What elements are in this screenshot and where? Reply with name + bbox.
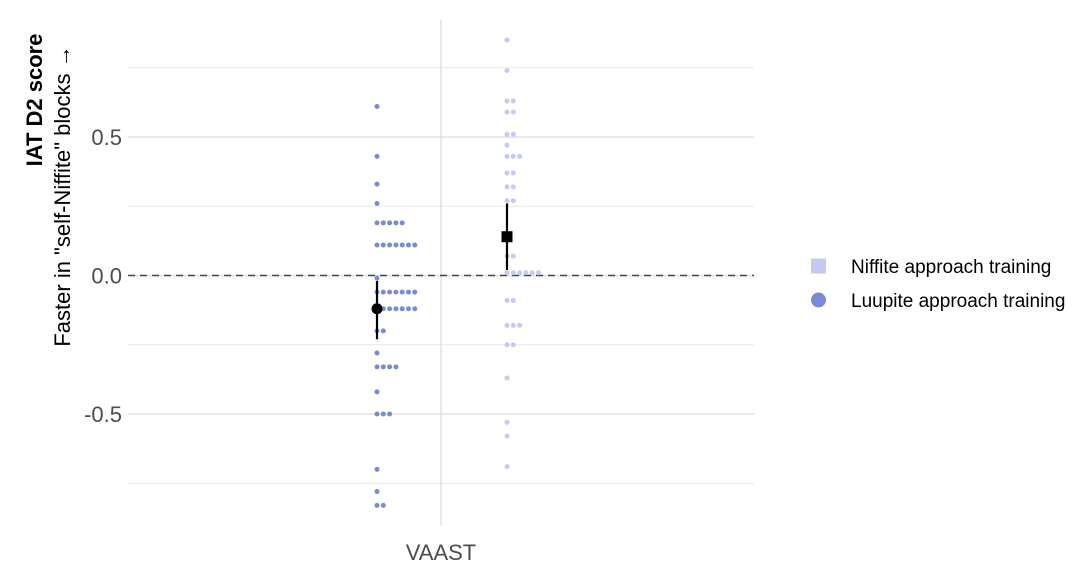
- luupite-dot: [380, 242, 386, 248]
- luupite-dot: [393, 364, 399, 370]
- luupite-dot: [387, 289, 393, 295]
- niffite-dot: [510, 270, 516, 276]
- y-tick-label: 0.0: [91, 264, 122, 289]
- luupite-dot: [406, 306, 411, 312]
- niffite-dot: [504, 433, 510, 439]
- niffite-mean-marker: [501, 231, 513, 243]
- luupite-dot: [374, 489, 380, 495]
- niffite-dot: [504, 153, 510, 159]
- luupite-dot: [406, 242, 411, 248]
- data-dots: [374, 37, 541, 508]
- luupite-dot: [393, 242, 399, 248]
- luupite-mean-marker: [371, 303, 383, 315]
- y-axis-title: IAT D2 score: [22, 34, 47, 167]
- niffite-dot: [504, 342, 510, 348]
- luupite-dot: [374, 350, 380, 356]
- luupite-dot: [412, 242, 418, 248]
- luupite-dot: [374, 364, 380, 370]
- niffite-dot: [529, 270, 535, 276]
- niffite-dot: [504, 184, 510, 190]
- luupite-dot: [412, 306, 418, 312]
- legend-label: Luupite approach training: [851, 291, 1065, 312]
- luupite-dot: [406, 289, 411, 295]
- niffite-dot: [510, 184, 516, 190]
- luupite-dot: [399, 289, 405, 295]
- luupite-dot: [374, 220, 380, 226]
- y-axis-label: IAT D2 score Faster in "self-Niffite" bl…: [22, 34, 75, 347]
- niffite-dot: [510, 342, 516, 348]
- niffite-dot: [510, 98, 516, 104]
- luupite-dot: [393, 289, 399, 295]
- y-axis-subtitle: Faster in "self-Niffite" blocks →: [50, 45, 75, 346]
- luupite-dot: [374, 466, 380, 472]
- luupite-dot: [380, 328, 386, 334]
- niffite-dot: [517, 153, 523, 159]
- luupite-dot: [380, 289, 386, 295]
- summary-points: [371, 203, 513, 340]
- niffite-dot: [504, 419, 510, 425]
- luupite-dot: [374, 502, 380, 508]
- luupite-dot: [393, 220, 399, 226]
- niffite-dot: [504, 464, 510, 470]
- niffite-dot: [504, 37, 510, 43]
- niffite-dot: [504, 375, 510, 381]
- luupite-dot: [380, 220, 386, 226]
- luupite-dot: [374, 242, 380, 248]
- niffite-dot: [504, 68, 510, 74]
- niffite-dot: [504, 109, 510, 115]
- luupite-dot: [387, 306, 393, 312]
- y-axis-ticks: 0.5 0.0 -0.5: [84, 125, 122, 427]
- y-tick-label: 0.5: [91, 125, 122, 150]
- niffite-dot: [504, 131, 510, 137]
- niffite-dot: [510, 153, 516, 159]
- niffite-dot: [504, 322, 510, 328]
- legend-square-icon: [811, 258, 826, 274]
- grid-lines: [128, 20, 754, 525]
- x-axis-ticks: VAAST: [406, 540, 477, 565]
- luupite-dot: [399, 306, 405, 312]
- niffite-dot: [517, 322, 523, 328]
- luupite-dot: [399, 220, 405, 226]
- niffite-dot: [504, 98, 510, 104]
- luupite-dot: [374, 200, 380, 206]
- niffite-dot: [517, 270, 523, 276]
- legend-circle-icon: [811, 292, 826, 308]
- niffite-dot: [510, 131, 516, 137]
- luupite-dot: [380, 364, 386, 370]
- luupite-dot: [387, 364, 393, 370]
- niffite-dot: [510, 198, 516, 204]
- niffite-dot: [510, 297, 516, 303]
- y-tick-label: -0.5: [84, 402, 122, 427]
- luupite-dot: [412, 289, 418, 295]
- luupite-dot: [374, 104, 380, 110]
- legend-label: Niffite approach training: [851, 257, 1051, 278]
- luupite-dot: [387, 411, 393, 417]
- luupite-dot: [374, 181, 380, 187]
- niffite-dot: [504, 198, 510, 204]
- niffite-dot: [523, 270, 529, 276]
- niffite-dot: [510, 322, 516, 328]
- luupite-dot: [393, 306, 399, 312]
- niffite-dot: [510, 109, 516, 115]
- luupite-dot: [399, 242, 405, 248]
- niffite-dot: [504, 297, 510, 303]
- luupite-dot: [387, 220, 393, 226]
- luupite-dot: [374, 411, 380, 417]
- luupite-dot: [374, 153, 380, 159]
- niffite-dot: [536, 270, 541, 276]
- niffite-dot: [504, 170, 510, 176]
- luupite-dot: [374, 389, 380, 395]
- legend: Niffite approach training Luupite approac…: [811, 257, 1065, 312]
- x-tick-label: VAAST: [406, 540, 477, 565]
- niffite-dot: [510, 253, 516, 259]
- niffite-dot: [504, 270, 510, 276]
- luupite-dot: [380, 502, 386, 508]
- luupite-dot: [380, 411, 386, 417]
- luupite-dot: [387, 242, 393, 248]
- luupite-dot: [374, 275, 380, 281]
- niffite-dot: [504, 142, 510, 148]
- niffite-dot: [510, 170, 516, 176]
